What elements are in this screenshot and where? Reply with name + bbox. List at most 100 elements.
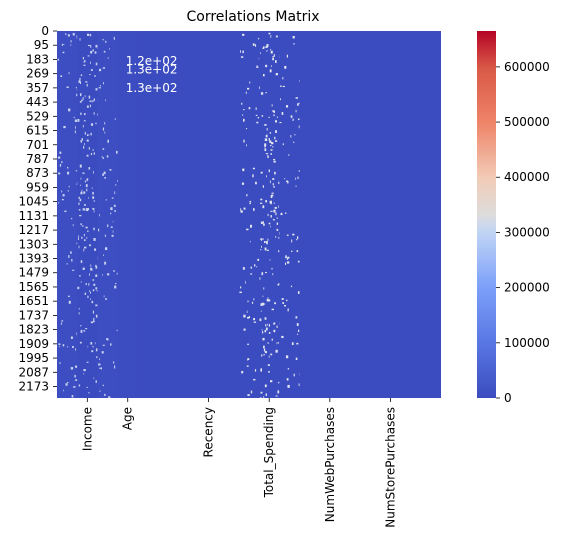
heatmap-cell-speckle [59, 362, 61, 364]
heatmap-cell-speckle [240, 210, 243, 213]
heatmap-cell-speckle [271, 338, 273, 341]
heatmap-cell-speckle [86, 178, 88, 182]
heatmap-cell-speckle [83, 248, 85, 252]
heatmap-cell-speckle [88, 134, 90, 136]
heatmap-cell-speckle [270, 153, 273, 155]
heatmap-cell-speckle [268, 299, 271, 302]
heatmap-cell-speckle [106, 273, 110, 276]
y-tick-label: 357 [26, 81, 49, 95]
heatmap-cell-speckle [61, 43, 64, 46]
heatmap-cell-speckle [95, 287, 98, 290]
heatmap-cell-speckle [260, 303, 263, 306]
heatmap-cell-speckle [267, 342, 269, 344]
heatmap-cell-speckle [267, 297, 269, 299]
heatmap-cell-speckle [242, 168, 245, 172]
heatmap-cell-speckle [110, 226, 113, 228]
x-tick-label: NumStorePurchases [383, 407, 397, 528]
heatmap-cell-speckle [98, 68, 102, 72]
heatmap-cell-speckle [259, 397, 262, 398]
heatmap-cell-speckle [270, 50, 273, 54]
heatmap-cell-speckle [272, 323, 276, 325]
heatmap-cell-speckle [270, 353, 273, 356]
colorbar-tick-label: 400000 [504, 170, 550, 184]
heatmap-cell-speckle [70, 44, 72, 46]
heatmap-cell-speckle [116, 272, 118, 275]
heatmap-cell-speckle [281, 335, 284, 339]
heatmap-cell-speckle [102, 274, 104, 276]
heatmap-cell-speckle [60, 322, 62, 325]
heatmap-cell-speckle [108, 396, 111, 398]
heatmap-cell-speckle [105, 99, 106, 102]
heatmap-cell-speckle [95, 274, 98, 277]
heatmap-cell-speckle [98, 87, 101, 89]
heatmap-cell-speckle [76, 183, 78, 186]
heatmap-cell-speckle [265, 46, 268, 49]
heatmap-cell-speckle [252, 43, 255, 46]
heatmap-cell-speckle [79, 198, 82, 202]
heatmap-cell-speckle [273, 158, 276, 161]
heatmap-cell-speckle [258, 37, 260, 40]
heatmap-cell-speckle [270, 210, 273, 212]
heatmap-cell-speckle [264, 148, 267, 152]
heatmap-cell-speckle [83, 145, 85, 149]
heatmap-cell-speckle [60, 75, 63, 78]
heatmap-cell-speckle [90, 152, 93, 156]
heatmap-cell-speckle [269, 380, 273, 383]
heatmap-cell-speckle [81, 138, 84, 141]
heatmap-cell-speckle [90, 123, 94, 126]
heatmap-cell-speckle [82, 225, 84, 227]
heatmap-cell-speckle [273, 114, 275, 117]
heatmap-cell-speckle [266, 298, 269, 302]
heatmap-cell-speckle [104, 131, 106, 134]
heatmap-cell-speckle [111, 197, 114, 199]
heatmap-cell-speckle [90, 321, 93, 324]
heatmap-cell-speckle [71, 217, 73, 220]
heatmap-cell-speckle [83, 191, 84, 195]
y-tick-label: 2087 [18, 365, 49, 379]
heatmap-cell-speckle [109, 169, 112, 171]
heatmap-cell-speckle [270, 215, 272, 218]
heatmap-cell-speckle [263, 348, 266, 352]
y-tick-label: 1823 [18, 323, 49, 337]
heatmap-cell-speckle [113, 36, 115, 40]
heatmap-cell-speckle [247, 358, 250, 361]
y-tick-label: 2173 [18, 380, 49, 394]
heatmap-cell-speckle [266, 44, 269, 47]
heatmap-cell-speckle [83, 233, 85, 237]
heatmap-cell-speckle [295, 97, 298, 99]
heatmap-cell-speckle [240, 286, 242, 289]
y-tick-label: 183 [26, 52, 49, 66]
heatmap-cell-speckle [79, 77, 81, 81]
y-tick-label: 873 [26, 166, 49, 180]
heatmap-cell-speckle [267, 213, 269, 217]
heatmap-cell-speckle [296, 342, 299, 345]
heatmap-cell-speckle [295, 185, 297, 187]
y-tick-label: 95 [34, 38, 49, 52]
heatmap-cell-speckle [87, 346, 89, 348]
heatmap-cell-speckle [91, 350, 94, 353]
y-tick-label: 1479 [18, 266, 49, 280]
heatmap-cell-speckle [269, 140, 272, 143]
heatmap-cell-speckle [246, 310, 248, 314]
heatmap-cell-speckle [286, 180, 289, 183]
heatmap-cell-speckle [85, 328, 88, 330]
heatmap-column [259, 31, 280, 398]
heatmap-cell-speckle [250, 273, 253, 275]
heatmap-cell-speckle [66, 263, 68, 265]
heatmap-cell-speckle [249, 200, 252, 203]
heatmap-cell-speckle [92, 196, 95, 199]
heatmap-column [198, 31, 220, 398]
heatmap-cell-speckle [67, 381, 69, 384]
heatmap-cell-speckle [247, 87, 250, 90]
heatmap-column [158, 31, 179, 398]
heatmap-cell-speckle [298, 125, 301, 129]
heatmap-cell-speckle [297, 260, 300, 263]
heatmap-cell-speckle [246, 193, 248, 197]
heatmap-cell-speckle [269, 132, 272, 134]
heatmap-cell-speckle [105, 298, 107, 300]
heatmap-cell-speckle [247, 343, 250, 345]
heatmap-cell-speckle [68, 72, 70, 75]
heatmap-cell-speckle [262, 73, 265, 77]
heatmap-cell-speckle [261, 329, 263, 331]
heatmap-cell-speckle [274, 140, 278, 142]
